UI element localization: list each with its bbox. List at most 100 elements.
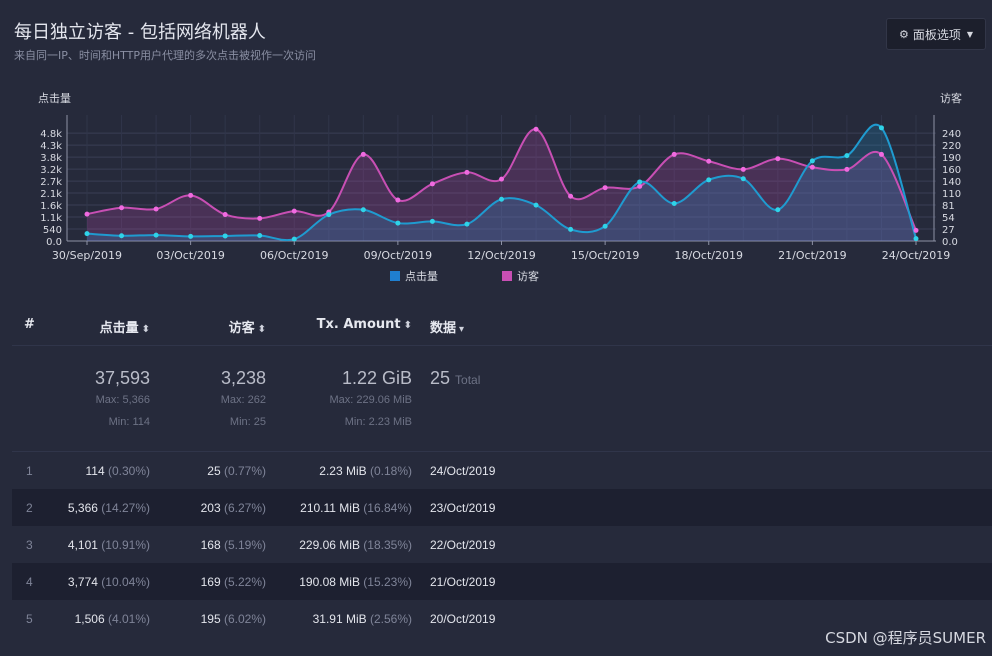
hits-point [533, 202, 539, 208]
left-tick-label: 540 [43, 225, 62, 236]
hits-point [188, 233, 194, 239]
left-tick-label: 3.8k [40, 153, 62, 164]
hits-point [706, 177, 712, 183]
visitors-point [602, 185, 608, 191]
row-index: 2 [26, 501, 33, 515]
summary-hits-max: Max: 5,366 [95, 394, 150, 406]
row-tx: 229.06 MiB (18.35%) [299, 538, 412, 552]
visitors-point [740, 166, 746, 172]
x-tick-label: 24/Oct/2019 [882, 249, 950, 262]
cell-text: 20/Oct/2019 [430, 612, 496, 626]
table-row: 5 1,506 (4.01%) 195 (6.02%) 31.91 MiB (2.56… [12, 600, 992, 637]
hits-point [326, 212, 332, 218]
cell-percent: (5.19%) [223, 538, 266, 552]
cell-text: 1 [26, 464, 33, 478]
cell-text: 23/Oct/2019 [430, 501, 496, 515]
x-tick-label: 18/Oct/2019 [675, 249, 743, 262]
col-tx-amount[interactable]: Tx. Amount ⬍ [317, 317, 412, 332]
right-axis-label: 访客 [940, 91, 962, 105]
left-tick-label: 4.8k [40, 129, 62, 140]
visitors-point [360, 151, 366, 157]
row-visitors: 195 (6.02%) [201, 612, 266, 626]
hits-point [291, 236, 297, 242]
visitors-point [809, 164, 815, 170]
panel-options-label: 面板选项 [912, 27, 961, 42]
row-hits: 114 (0.30%) [85, 464, 150, 478]
summary-data-count: 25 [430, 368, 451, 388]
cell-percent: (14.27%) [101, 501, 150, 515]
cell-text: 210.11 MiB [300, 501, 360, 515]
hits-point [464, 221, 470, 227]
summary-visitors-min: Min: 25 [229, 416, 266, 428]
col-visitors[interactable]: 访客 ⬍ [229, 317, 266, 336]
hits-point [499, 196, 504, 202]
col-visitors-label: 访客 [228, 321, 255, 336]
hits-area [87, 124, 916, 241]
cell-percent: (15.23%) [363, 575, 412, 589]
x-tick-label: 09/Oct/2019 [364, 249, 432, 262]
row-index: 1 [26, 464, 33, 478]
visitors-point [878, 151, 884, 157]
gear-icon: ⚙ [898, 27, 909, 41]
cell-percent: (0.18%) [369, 464, 412, 478]
row-index: 5 [26, 612, 33, 626]
hits-point [809, 158, 815, 164]
legend-label-visitors: 访客 [517, 269, 539, 283]
row-date: 21/Oct/2019 [430, 575, 495, 589]
cell-text: 4,101 [67, 538, 98, 552]
cell-percent: (5.22%) [223, 575, 266, 589]
hits-point [740, 176, 746, 182]
visitors-point [395, 197, 401, 203]
cell-text: 3 [26, 538, 33, 552]
hits-point [360, 207, 366, 213]
visitors-point [429, 181, 435, 187]
hits-point [878, 125, 884, 131]
left-axis-label: 点击量 [38, 92, 71, 105]
row-hits: 5,366 (14.27%) [68, 501, 150, 515]
right-tick-label: 240 [942, 129, 961, 140]
cell-text: 3,774 [67, 575, 98, 589]
cell-percent: (4.01%) [107, 612, 150, 626]
cell-percent: (0.77%) [223, 464, 266, 478]
right-tick-label: 0.0 [942, 237, 958, 248]
right-tick-label: 110 [942, 189, 961, 200]
panel-options-button[interactable]: ⚙ 面板选项 ▼ [886, 18, 986, 50]
right-tick-label: 190 [942, 153, 961, 164]
row-tx: 210.11 MiB (16.84%) [300, 501, 412, 515]
visitors-point [188, 192, 194, 198]
left-tick-label: 4.3k [40, 141, 62, 152]
hits-point [119, 233, 125, 239]
table-row: 2 5,366 (14.27%) 203 (6.27%) 210.11 MiB (16… [12, 489, 992, 526]
cell-percent: (16.84%) [363, 501, 412, 515]
cell-text: 5 [26, 612, 33, 626]
summary-data: 25 Total [430, 368, 480, 389]
summary-visitors: 3,238 [220, 368, 266, 388]
row-hits: 4,101 (10.91%) [68, 538, 150, 552]
cell-text: 203 [200, 501, 221, 515]
row-visitors: 25 (0.77%) [207, 464, 266, 478]
row-date: 22/Oct/2019 [430, 538, 495, 552]
x-tick-label: 15/Oct/2019 [571, 249, 639, 262]
hits-point [844, 153, 850, 159]
summary-tx-max: Max: 229.06 MiB [329, 394, 412, 406]
cell-text: 2.23 MiB [319, 464, 367, 478]
left-tick-label: 2.7k [40, 177, 62, 188]
cell-percent: (10.91%) [101, 538, 150, 552]
summary-hits-min: Min: 114 [108, 416, 150, 428]
col-hits[interactable]: 点击量 ⬍ [100, 317, 150, 336]
cell-text: 169 [200, 575, 221, 589]
hits-point [637, 179, 643, 185]
right-tick-label: 81 [942, 201, 955, 212]
cell-percent: (2.56%) [369, 612, 412, 626]
hits-point [568, 226, 574, 232]
cell-text: 190.08 MiB [299, 575, 360, 589]
page-title: 每日独立访客 - 包括网络机器人 [14, 22, 266, 43]
summary-tx-min: Min: 2.23 MiB [344, 416, 412, 428]
right-tick-label: 220 [942, 141, 961, 152]
x-tick-label: 30/Sep/2019 [52, 249, 122, 262]
cell-text: 229.06 MiB [299, 538, 360, 552]
col-data[interactable]: 数据 ▾ [430, 317, 464, 336]
legend: 点击量 访客 [390, 269, 539, 283]
